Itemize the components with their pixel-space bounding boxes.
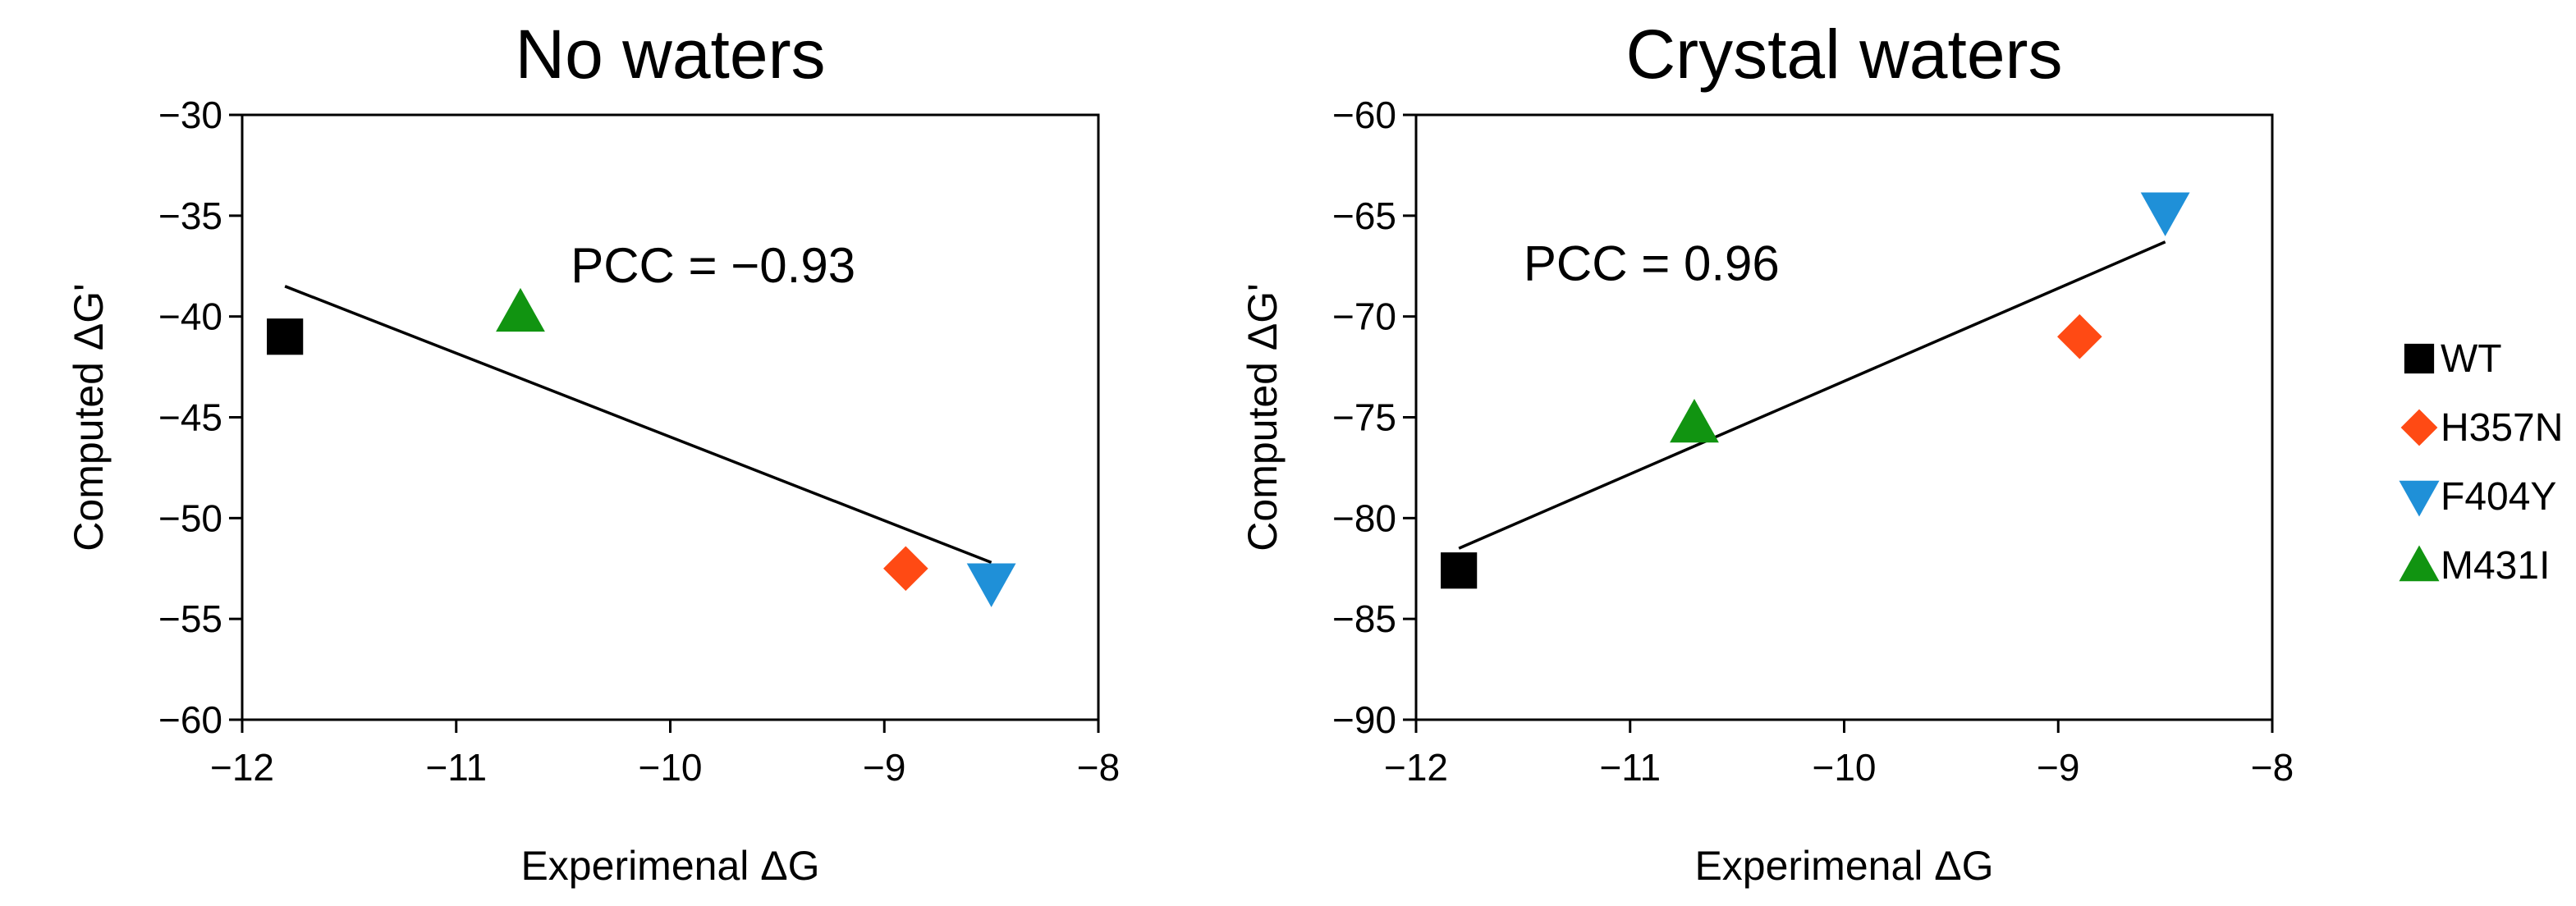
plot-frame [1414,113,2274,721]
y-tick-label: −85 [1332,597,1396,640]
legend-marker-f404y [2399,480,2440,517]
x-tick-label: −10 [638,746,702,789]
x-tick-label: −10 [1812,746,1876,789]
legend: WT H357N F404Y M431I [2399,337,2563,588]
point-f404y [2140,192,2190,236]
y-tick-label: −40 [158,295,222,338]
x-tick-label: −11 [1599,746,1661,789]
legend-item-m431i: M431I [2399,544,2550,588]
y-tick-label: −50 [158,496,222,539]
x-axis-label: Experimenal ΔG [1694,843,1993,889]
x-tick-label: −9 [863,746,905,789]
x-tick-label: −11 [425,746,487,789]
pcc-annotation: PCC = −0.93 [571,238,855,293]
point-h357n [2057,313,2102,359]
point-m431i [496,287,545,332]
legend-marker-m431i [2399,545,2440,582]
chart-title: Crystal waters [1625,16,2062,93]
y-tick-label: −90 [1332,698,1396,741]
y-tick-label: −45 [158,396,222,439]
legend-label: WT [2441,337,2502,381]
legend-label: F404Y [2441,475,2556,519]
y-tick-label: −75 [1332,396,1396,439]
plot-frame [241,113,1100,721]
x-tick-label: −8 [1077,746,1120,789]
point-wt [1441,552,1478,589]
trend-line [284,285,992,565]
y-tick-label: −70 [1332,295,1396,338]
y-tick-label: −60 [158,698,222,741]
chart-no-waters: No waters −60 −55 −50 −45 −40 −35 −30 −12 −11 −10 −… [66,16,1120,889]
chart-title: No waters [515,16,825,93]
y-axis-label: Computed ΔG' [66,283,112,551]
x-tick-label: −12 [1384,746,1448,789]
x-tick-label: −9 [2037,746,2079,789]
legend-item-f404y: F404Y [2399,475,2556,519]
pcc-annotation: PCC = 0.96 [1524,236,1780,291]
x-tick-label: −8 [2251,746,2294,789]
y-tick-label: −55 [158,597,222,640]
y-axis-label: Computed ΔG' [1240,283,1286,551]
y-tick-label: −30 [158,94,222,136]
legend-marker-wt [2404,343,2435,374]
point-wt [267,318,304,355]
chart-crystal-waters: Crystal waters −90 −85 −80 −75 −70 −65 −60 −12 −1… [1240,16,2294,889]
y-tick-label: −60 [1332,94,1396,136]
legend-label: H357N [2441,406,2563,450]
y-tick-label: −65 [1332,194,1396,237]
legend-item-h357n: H357N [2400,406,2563,450]
legend-item-wt: WT [2404,337,2502,381]
y-tick-label: −80 [1332,496,1396,539]
point-h357n [883,546,928,592]
point-m431i [1670,398,1719,443]
x-tick-label: −12 [210,746,274,789]
trend-line [1458,240,2166,550]
legend-marker-h357n [2400,409,2438,446]
x-axis-label: Experimenal ΔG [520,843,819,889]
point-f404y [966,563,1016,607]
y-tick-label: −35 [158,194,222,237]
legend-label: M431I [2441,544,2550,588]
